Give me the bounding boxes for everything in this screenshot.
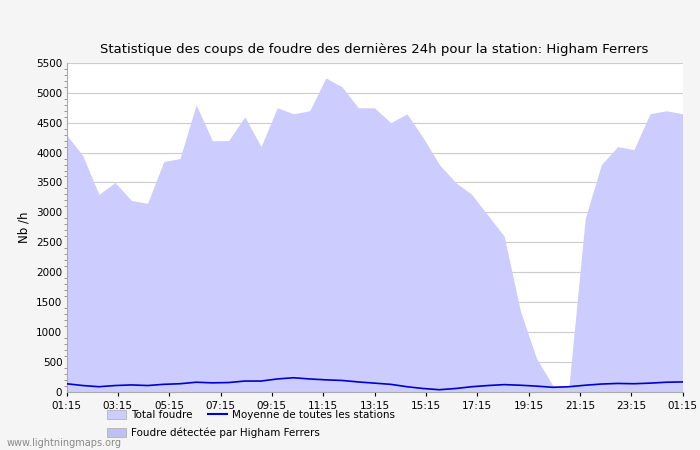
Legend: Foudre détectée par Higham Ferrers: Foudre détectée par Higham Ferrers [103, 424, 324, 442]
Title: Statistique des coups de foudre des dernières 24h pour la station: Higham Ferrer: Statistique des coups de foudre des dern… [100, 43, 649, 56]
Y-axis label: Nb /h: Nb /h [18, 212, 31, 243]
Text: www.lightningmaps.org: www.lightningmaps.org [7, 438, 122, 448]
Legend: Total foudre, Moyenne de toutes les stations: Total foudre, Moyenne de toutes les stat… [103, 406, 400, 424]
